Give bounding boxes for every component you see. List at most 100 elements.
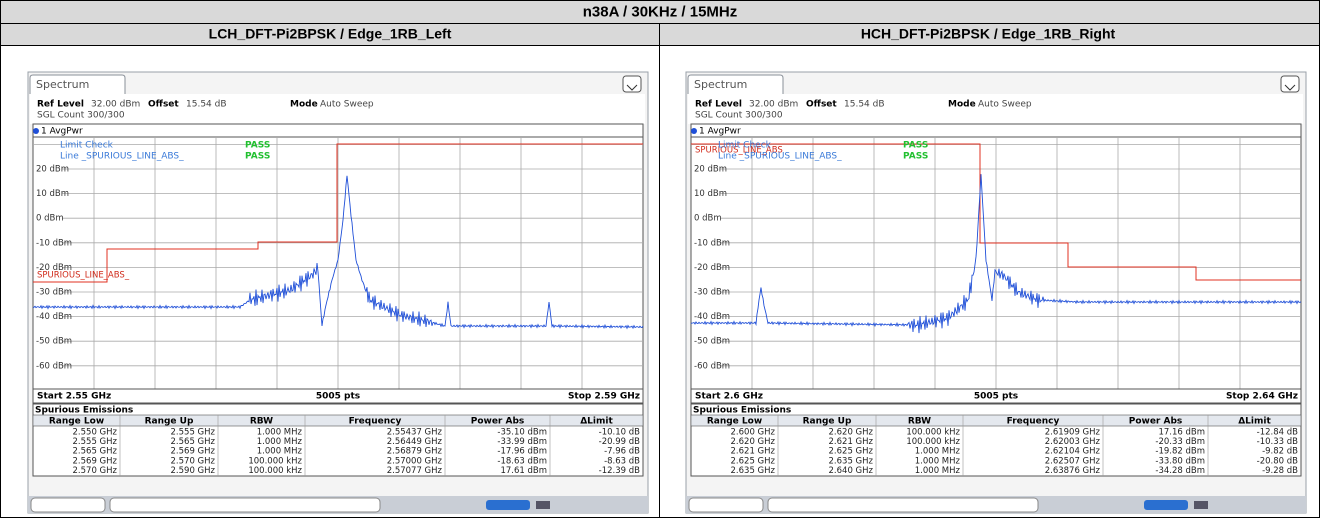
points: 5005 pts (974, 392, 1018, 402)
line-result: PASS (903, 152, 928, 162)
y-tick-label: -10 dBm (36, 238, 72, 248)
y-label-bg (692, 287, 720, 297)
limit-line-label: SPURIOUS_LINE_ABS_ (37, 271, 130, 281)
status-box (767, 497, 1039, 513)
tab-label: Spectrum (694, 78, 747, 91)
limit-line (33, 143, 643, 283)
table-cell: 2.620 GHz (829, 428, 874, 438)
status-box (30, 497, 106, 513)
table-cell: 2.570 GHz (171, 456, 216, 466)
y-tick-label: -30 dBm (36, 288, 72, 298)
mode-label: Mode (948, 100, 976, 110)
y-label-bg (692, 213, 720, 224)
table-cell: -8.63 dB (604, 456, 640, 466)
mode: Auto Sweep (320, 100, 374, 110)
y-tick-label: -20 dBm (36, 263, 72, 273)
table-cell: 1.000 MHz (257, 437, 303, 447)
y-tick-label: 0 dBm (36, 214, 64, 224)
trace-label: 1 AvgPwr (699, 127, 741, 137)
table-cell: 2.62507 GHz (1045, 456, 1101, 466)
column-header: ΔLimit (1238, 417, 1271, 427)
table-cell: 2.57000 GHz (387, 456, 443, 466)
y-label-bg (692, 188, 720, 199)
y-label-bg (34, 360, 62, 371)
trace-dot (33, 128, 39, 134)
ref-level: 32.00 dBm (91, 100, 140, 110)
table-cell: -20.99 dB (599, 437, 640, 447)
line-result: PASS (245, 152, 270, 162)
y-tick-label: -40 dBm (36, 312, 72, 322)
table-cell: 2.57077 GHz (387, 466, 443, 476)
y-tick-label: -30 dBm (694, 288, 730, 298)
table-cell: -10.10 dB (599, 428, 640, 438)
y-label-bg (692, 262, 720, 273)
menu-icon (1280, 75, 1300, 93)
status-icon (1194, 501, 1208, 509)
status-box (109, 497, 381, 513)
progress (1144, 500, 1188, 510)
table-cell: 2.635 GHz (829, 456, 874, 466)
y-label-bg (692, 164, 720, 174)
table-cell: 100.000 kHz (248, 466, 302, 476)
table-cell: 2.640 GHz (829, 466, 874, 476)
limit-line (691, 143, 1301, 281)
table-cell: 2.621 GHz (829, 437, 874, 447)
table-cell: 1.000 MHz (915, 447, 961, 457)
table-cell: -12.39 dB (599, 466, 640, 476)
y-label-bg (692, 237, 720, 248)
table-cell: 2.55437 GHz (387, 428, 443, 438)
limit-check: Limit Check (718, 141, 772, 151)
y-label-bg (692, 311, 720, 322)
table-cell: 2.590 GHz (171, 466, 216, 476)
table-cell: 2.625 GHz (829, 447, 874, 457)
sweep-bar (690, 388, 1302, 404)
trace (32, 175, 644, 330)
y-tick-label: 20 dBm (36, 165, 69, 175)
trace-label: 1 AvgPwr (41, 127, 83, 137)
table-title: Spurious Emissions (35, 406, 133, 416)
y-tick-label: -50 dBm (694, 337, 730, 347)
table-cell: -9.28 dB (1262, 466, 1298, 476)
points: 5005 pts (316, 392, 360, 402)
tab-label: Spectrum (36, 78, 89, 91)
y-label-bg (34, 237, 62, 248)
table-cell: -33.99 dBm (497, 437, 547, 447)
table-title: Spurious Emissions (693, 406, 791, 416)
table-cell: 2.565 GHz (171, 437, 216, 447)
column-header: Frequency (1007, 417, 1060, 427)
limit-check-result: PASS (245, 141, 270, 151)
progress (486, 500, 530, 510)
limit-check: Limit Check (60, 141, 114, 151)
y-tick-label: -20 dBm (694, 263, 730, 273)
table-cell: 2.56449 GHz (387, 437, 443, 447)
table-cell: 2.550 GHz (73, 428, 118, 438)
column-header: Range Up (145, 417, 194, 427)
y-tick-label: 10 dBm (694, 189, 727, 199)
y-label-bg (692, 336, 720, 347)
table-cell: 100.000 kHz (906, 437, 960, 447)
table-cell: -33.80 dBm (1155, 456, 1205, 466)
status-box (688, 497, 764, 513)
table-cell: -18.63 dBm (497, 456, 547, 466)
report-title: n38A / 30KHz / 15MHz (583, 3, 738, 20)
offset: 15.54 dB (844, 100, 885, 110)
offset-label: Offset (148, 100, 179, 110)
limit-line-label: SPURIOUS_LINE_ABS (695, 146, 783, 156)
trace (690, 174, 1302, 334)
table-header (690, 414, 1302, 427)
sweep-bar (32, 388, 644, 404)
table-cell: -34.28 dBm (1155, 466, 1205, 476)
table-cell: 2.63876 GHz (1045, 466, 1101, 476)
stop-freq: Stop 2.64 GHz (1226, 392, 1298, 402)
y-label-bg (34, 336, 62, 347)
y-tick-label: -60 dBm (36, 361, 72, 371)
table-header (32, 414, 644, 427)
trace-dot (691, 128, 697, 134)
table-cell: -9.82 dB (1262, 447, 1298, 457)
tab (29, 74, 126, 94)
table-cell: 2.61909 GHz (1045, 428, 1101, 438)
column-header: Range Low (707, 417, 762, 427)
table-cell: 100.000 kHz (906, 428, 960, 438)
y-label-bg (34, 311, 62, 322)
